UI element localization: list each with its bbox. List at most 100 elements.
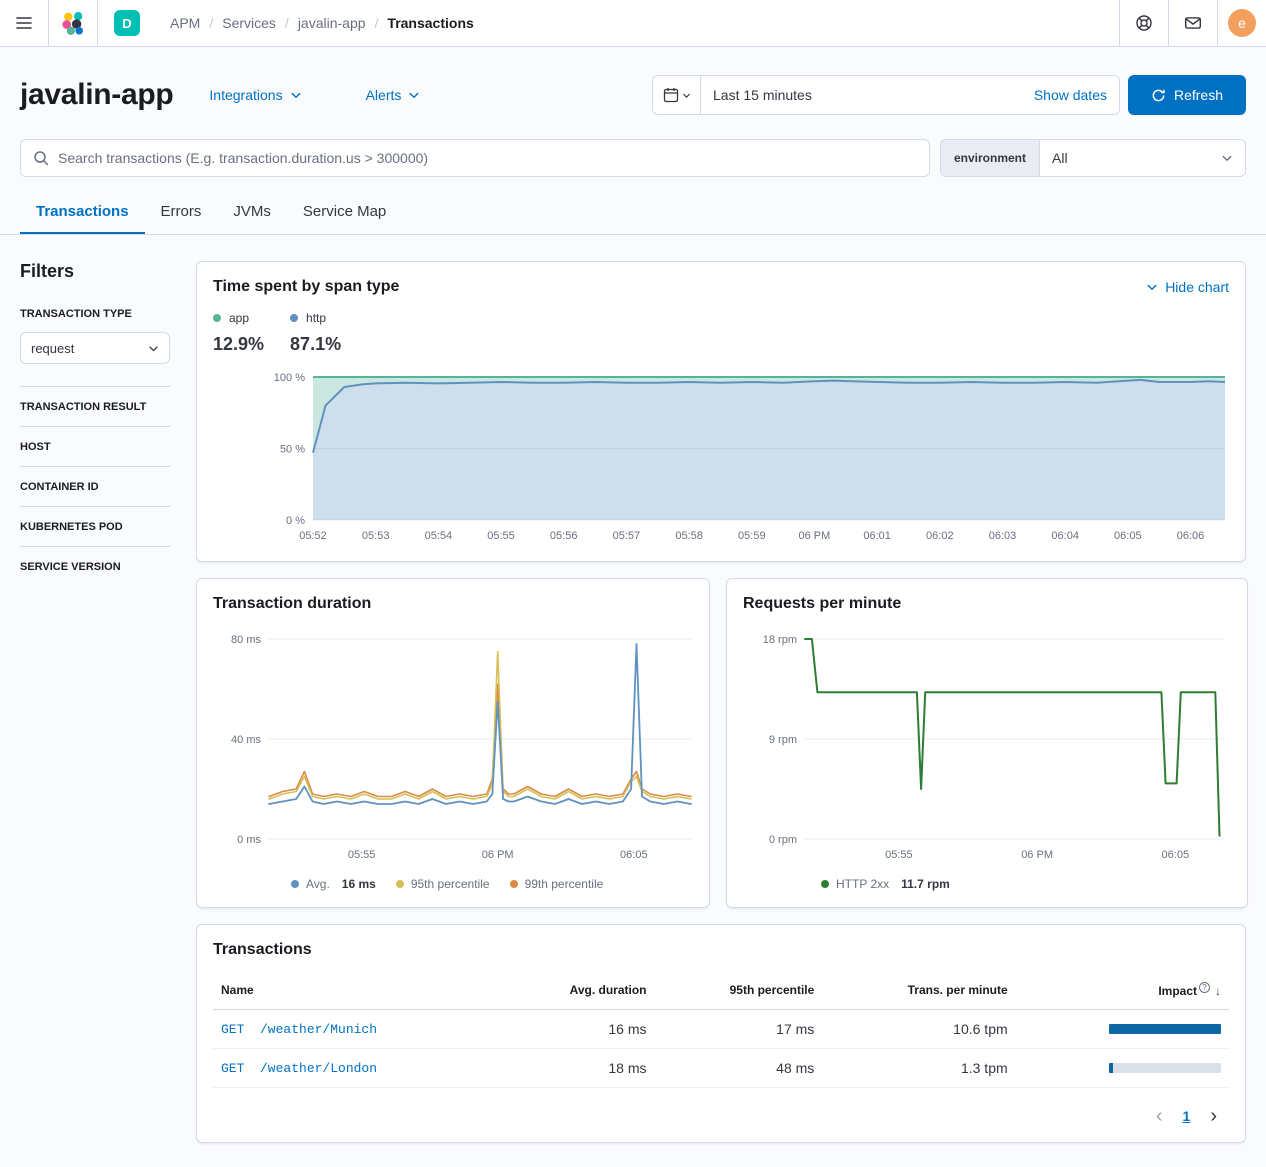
svg-text:06 PM: 06 PM [482,849,514,861]
rpm-chart[interactable]: 0 rpm 9 rpm 18 rpm 05:55 06 PM 06:05 [743,627,1231,867]
filters-sidebar: Filters TRANSACTION TYPE request TRANSAC… [20,261,170,1143]
filter-service-version: SERVICE VERSION [20,546,170,586]
avg-legend-label: Avg. [306,877,330,891]
help-button[interactable] [1119,0,1168,46]
column-header-tpm[interactable]: Trans. per minute [822,971,1016,1010]
service-header: javalin-app Integrations Alerts [20,73,1246,117]
impact-bar-track [1109,1063,1221,1073]
transaction-duration-panel: Transaction duration 0 ms 40 ms 80 ms 05:55… [196,578,710,908]
svg-text:80 ms: 80 ms [231,634,261,646]
duration-title: Transaction duration [213,595,372,612]
topbar-actions: e [1119,0,1266,46]
search-transactions-input[interactable] [58,150,917,166]
refresh-icon [1151,88,1166,103]
p99-legend: 99th percentile [509,877,604,891]
svg-text:06 PM: 06 PM [1021,849,1053,861]
time-range-value[interactable]: Last 15 minutes [713,87,812,103]
p95-legend-dot-icon [395,880,404,888]
user-avatar: e [1228,9,1256,37]
mail-icon [1184,14,1202,32]
svg-text:06:04: 06:04 [1051,530,1079,542]
duration-chart[interactable]: 0 ms 40 ms 80 ms 05:55 06 PM 06:05 [213,627,693,867]
svg-text:0 ms: 0 ms [237,834,261,846]
avg-legend-value: 16 ms [341,877,376,891]
chevron-down-icon [682,91,691,100]
sort-desc-icon: ↓ [1215,984,1221,998]
elastic-logo-icon [61,11,86,36]
p99-legend-dot-icon [509,880,518,888]
svg-text:05:52: 05:52 [299,530,327,542]
column-header-avg-duration[interactable]: Avg. duration [499,971,655,1010]
menu-button[interactable] [0,0,49,46]
integrations-menu[interactable]: Integrations [209,87,301,103]
breadcrumb-current: Transactions [387,15,474,31]
space-badge[interactable]: D [114,10,140,36]
munich-tpm: 10.6 tpm [822,1009,1016,1049]
span-type-title: Time spent by span type [213,278,400,295]
hide-chart-toggle[interactable]: Hide chart [1146,279,1229,295]
transaction-type-select[interactable]: request [20,332,170,364]
hide-chart-label: Hide chart [1165,279,1229,295]
svg-text:18 rpm: 18 rpm [763,634,797,646]
http-legend-dot-icon [290,314,299,322]
column-header-impact[interactable]: Impact? ↓ [1015,971,1229,1010]
transaction-link-munich[interactable]: GET /weather/Munich [213,1009,500,1049]
breadcrumb-apm[interactable]: APM [170,15,222,31]
next-page-icon[interactable]: › [1210,1105,1217,1127]
breadcrumb-service-name[interactable]: javalin-app [298,15,388,31]
transaction-link-london[interactable]: GET /weather/London [213,1048,500,1088]
app-legend-label: app [229,311,250,325]
rpm-title: Requests per minute [743,595,902,612]
column-header-name[interactable]: Name [213,971,500,1010]
app-percent: 12.9% [213,334,265,354]
svg-text:05:53: 05:53 [362,530,390,542]
table-row: GET /weather/Munich 16 ms 17 ms 10.6 tpm [213,1009,1229,1049]
filter-host: HOST [20,426,170,466]
impact-bar [1109,1063,1114,1073]
svg-text:05:55: 05:55 [487,530,515,542]
p99-legend-label: 99th percentile [524,877,604,891]
munich-95th: 17 ms [654,1009,823,1049]
top-navigation-bar: D APM Services javalin-app Transactions … [0,0,1266,47]
svg-text:06:02: 06:02 [926,530,954,542]
svg-text:05:58: 05:58 [675,530,703,542]
tab-jvms[interactable]: JVMs [233,203,271,220]
london-avg-duration: 18 ms [499,1048,655,1088]
impact-header-label: Impact [1158,984,1197,998]
breadcrumb-services[interactable]: Services [222,15,298,31]
refresh-button[interactable]: Refresh [1128,75,1246,115]
transactions-table: Name Avg. duration 95th percentile Trans… [213,971,1229,1088]
table-row: GET /weather/London 18 ms 48 ms 1.3 tpm [213,1048,1229,1088]
requests-per-minute-panel: Requests per minute 0 rpm 9 rpm 18 rpm 05:5… [726,578,1248,908]
http2xx-legend: HTTP 2xx 11.7 rpm [821,877,950,891]
chevron-down-icon [1146,281,1158,293]
chevron-down-icon [408,89,420,101]
svg-text:06:03: 06:03 [989,530,1017,542]
svg-text:06:01: 06:01 [863,530,891,542]
elastic-home-button[interactable] [49,0,98,46]
date-picker-calendar-button[interactable] [653,76,701,114]
show-dates-link[interactable]: Show dates [1033,87,1107,103]
alerts-menu[interactable]: Alerts [366,87,421,103]
p95-legend: 95th percentile [395,877,490,891]
tab-transactions[interactable]: Transactions [20,197,145,234]
svg-text:06:05: 06:05 [620,849,648,861]
environment-select[interactable]: All [1040,140,1245,176]
span-type-chart[interactable]: 0 % 50 % 100 % 05:52 05:53 05:54 05:55 05:56 05:… [213,369,1229,545]
filter-transaction-result: TRANSACTION RESULT [20,386,170,426]
previous-page-icon[interactable]: ‹ [1155,1105,1163,1127]
breadcrumb: APM Services javalin-app Transactions [156,0,1119,46]
column-header-95th[interactable]: 95th percentile [654,971,823,1010]
filter-kubernetes-pod: KUBERNETES POD [20,506,170,546]
user-menu-button[interactable]: e [1217,0,1266,46]
hamburger-icon [16,16,32,30]
newsfeed-button[interactable] [1168,0,1217,46]
tab-service-map[interactable]: Service Map [302,203,387,220]
search-icon [33,150,49,166]
span-type-panel: Time spent by span type Hide chart app 1… [196,261,1246,562]
tab-errors[interactable]: Errors [160,203,202,220]
rpm-legend: HTTP 2xx 11.7 rpm [821,877,1231,891]
impact-help-icon: ? [1199,982,1210,993]
transaction-type-label: TRANSACTION TYPE [20,308,132,320]
page-number[interactable]: 1 [1182,1108,1191,1124]
